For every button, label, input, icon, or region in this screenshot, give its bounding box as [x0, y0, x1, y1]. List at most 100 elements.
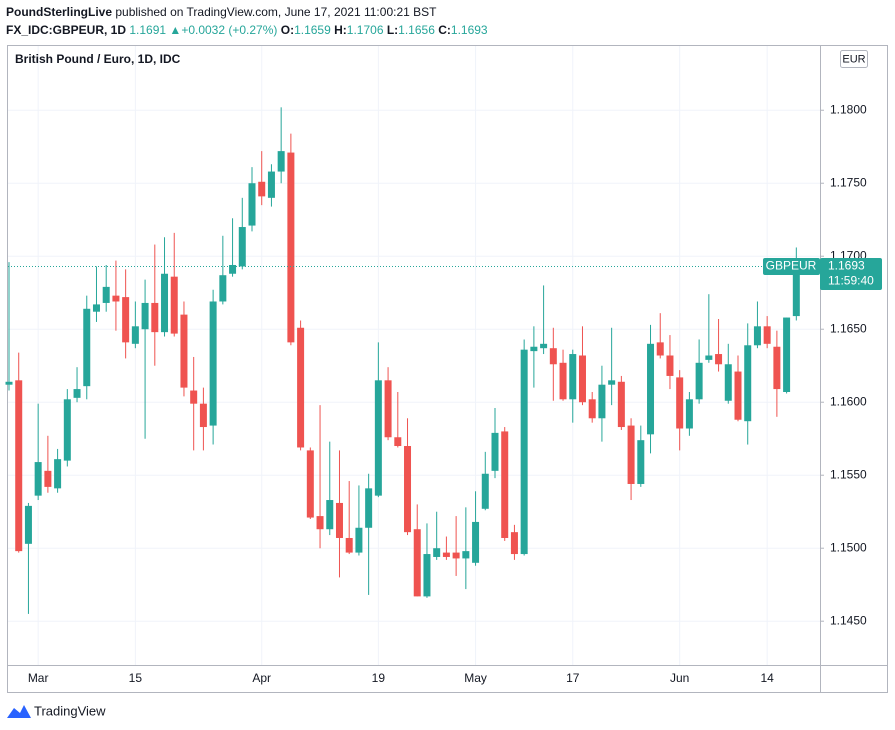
- y-tick-label: 1.1800: [830, 102, 867, 116]
- candle-body: [433, 548, 441, 557]
- candle-body: [501, 431, 509, 538]
- candle-body: [287, 152, 295, 343]
- ohlc-label: C:: [438, 23, 451, 37]
- candle-body: [452, 552, 460, 559]
- candle-body: [783, 317, 791, 392]
- candle-body: [753, 326, 761, 346]
- candle-body: [374, 380, 382, 496]
- candle-body: [384, 380, 392, 438]
- header-line: PoundSterlingLive published on TradingVi…: [6, 5, 436, 19]
- candle-body: [491, 432, 499, 471]
- ohlc-value: 1.1656: [398, 23, 435, 37]
- grid: [8, 46, 820, 665]
- candle-body: [413, 529, 421, 597]
- candle-body: [258, 181, 266, 197]
- candle-body: [170, 276, 178, 334]
- candle-body: [326, 500, 334, 530]
- x-tick-label: 14: [760, 671, 774, 685]
- y-tick-label: 1.1500: [830, 540, 867, 554]
- candle-body: [297, 327, 305, 448]
- candle-body: [24, 505, 32, 544]
- candle-body: [34, 462, 42, 496]
- countdown: 11:59:40: [828, 274, 874, 288]
- candle-body: [676, 377, 684, 429]
- candle-body: [744, 345, 752, 422]
- publisher: PoundSterlingLive: [6, 5, 113, 19]
- candle-body: [394, 437, 402, 447]
- x-tick-label: May: [464, 671, 487, 685]
- x-tick-label: 19: [372, 671, 386, 685]
- candle-body: [549, 348, 557, 365]
- candle-body: [520, 349, 528, 555]
- candle-body: [734, 371, 742, 420]
- change: +0.0032 (+0.27%): [181, 23, 278, 37]
- ohlc-value: 1.1659: [294, 23, 331, 37]
- candle-body: [530, 346, 538, 352]
- candle-body: [540, 343, 548, 349]
- candle-body: [112, 295, 120, 302]
- last-price: 1.1691: [129, 23, 167, 37]
- candle-body: [588, 399, 596, 419]
- candle-body: [792, 266, 800, 317]
- candle-body: [598, 384, 606, 419]
- ohlc-label: O:: [280, 23, 295, 37]
- candle-body: [472, 521, 480, 563]
- ohlc-label: L:: [386, 23, 399, 37]
- candle-body: [161, 273, 169, 333]
- candle-body: [277, 151, 285, 172]
- x-tick-label: Mar: [28, 671, 49, 685]
- symbol-tag-label: GBPEUR: [766, 259, 817, 273]
- y-tick-label: 1.1650: [830, 321, 867, 335]
- candle-body: [355, 527, 363, 553]
- published: published on TradingView.com, June 17, 2…: [115, 5, 437, 19]
- symbol-tag: [763, 257, 820, 275]
- candle-body: [715, 354, 723, 365]
- candle-body: [559, 362, 567, 400]
- candle-body: [209, 301, 217, 426]
- arrow: ▲: [169, 23, 182, 37]
- candle-body: [510, 532, 518, 555]
- candle-body: [569, 354, 577, 400]
- currency-box[interactable]: [840, 50, 868, 68]
- ohlc-value: 1.1706: [346, 23, 384, 37]
- candle-body: [462, 551, 470, 559]
- ohlc-label: H:: [334, 23, 347, 37]
- candle-body: [180, 314, 188, 388]
- x-tick-label: 15: [129, 671, 143, 685]
- y-tick-label: 1.1600: [830, 394, 867, 408]
- candle-body: [578, 355, 586, 403]
- candle-body: [306, 450, 314, 518]
- candle-body: [122, 297, 130, 343]
- logo: [7, 705, 31, 718]
- y-tick-label: 1.1550: [830, 467, 867, 481]
- candle-body: [5, 381, 13, 385]
- candle-body: [345, 537, 353, 553]
- candle-body: [423, 554, 431, 597]
- ohlc-value: 1.1693: [450, 23, 488, 37]
- candle-body: [335, 502, 343, 538]
- candle-body: [404, 446, 412, 533]
- candle-body: [131, 326, 139, 344]
- candle-body: [92, 304, 100, 312]
- x-tick-label: 17: [566, 671, 580, 685]
- candle-body: [141, 302, 149, 330]
- symbol: FX_IDC:GBPEUR, 1D: [6, 23, 127, 37]
- candle-body: [608, 380, 616, 385]
- price-tag: [820, 257, 882, 290]
- candle-body: [666, 355, 674, 376]
- candle-body: [685, 399, 693, 429]
- candle-body: [102, 286, 110, 303]
- candle-body: [705, 355, 713, 360]
- candle-body: [73, 389, 81, 398]
- x-tick-label: Apr: [252, 671, 271, 685]
- candle-body: [481, 473, 489, 509]
- candle-body: [151, 302, 159, 333]
- candle-body: [83, 308, 91, 387]
- candle-body: [442, 552, 450, 557]
- candle-body: [695, 362, 703, 400]
- currency: EUR: [842, 53, 865, 65]
- candle-body: [637, 440, 645, 484]
- footer: TradingView: [34, 703, 106, 718]
